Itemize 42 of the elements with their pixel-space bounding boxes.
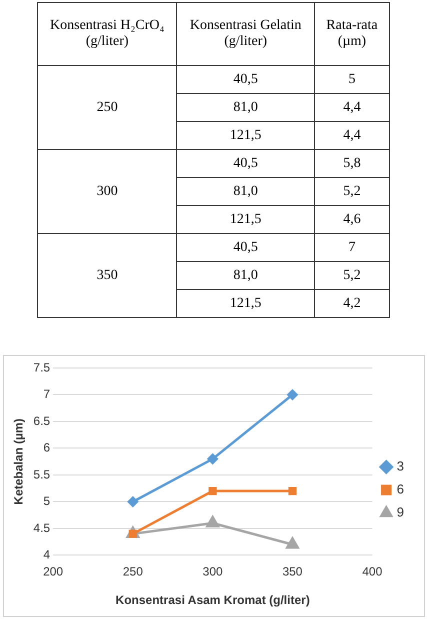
text: 4,4 — [314, 94, 390, 122]
y-tick-label: 5.5 — [33, 467, 50, 482]
y-tick-label: 6.5 — [33, 414, 50, 428]
text: 250 — [38, 66, 177, 150]
text: 4,6 — [314, 206, 390, 234]
text: 121,5 — [176, 122, 314, 150]
text: 4,4 — [314, 122, 390, 150]
x-axis-title: Konsentrasi Asam Kromat (g/liter) — [116, 593, 310, 608]
text: 4,2 — [314, 290, 390, 318]
x-tick-label: 300 — [202, 564, 224, 579]
x-tick-label: 350 — [282, 564, 303, 579]
text: 300 — [38, 150, 177, 234]
y-tick-label: 4.5 — [33, 520, 50, 535]
text: 81,0 — [176, 178, 314, 206]
y-tick-label: 4 — [43, 548, 50, 562]
text: 40,5 — [176, 150, 314, 178]
text: 5,2 — [314, 178, 390, 206]
x-tick-label: 200 — [43, 564, 64, 579]
text: 81,0 — [176, 262, 314, 290]
text: 7 — [314, 234, 390, 262]
y-tick-label: 7.5 — [33, 360, 50, 374]
x-tick-label: 250 — [122, 564, 144, 579]
text: 350 — [38, 234, 177, 318]
x-tick-label: 400 — [362, 564, 383, 579]
text: 121,5 — [176, 206, 314, 234]
text: 81,0 — [176, 94, 314, 122]
text: 121,5 — [176, 290, 314, 318]
y-axis-title: Ketebalan (µm) — [12, 418, 26, 505]
text: Konsentrasi H₂CrO₄ (g/liter) — [38, 2, 177, 66]
text: Konsentrasi Gelatin (g/liter) — [176, 2, 314, 66]
legend-label: 3 — [396, 458, 404, 474]
text: 5,8 — [314, 150, 390, 178]
text: 40,5 — [176, 234, 314, 262]
y-tick-label: 7 — [43, 387, 50, 402]
text: 5 — [314, 66, 390, 94]
text: 40,5 — [176, 66, 314, 94]
text: 5,2 — [314, 262, 390, 290]
y-tick-label: 5 — [43, 494, 50, 508]
text: Rata-rata (µm) — [314, 2, 390, 66]
y-tick-label: 6 — [43, 440, 50, 455]
legend-label: 9 — [396, 504, 404, 520]
legend-label: 6 — [396, 482, 404, 497]
